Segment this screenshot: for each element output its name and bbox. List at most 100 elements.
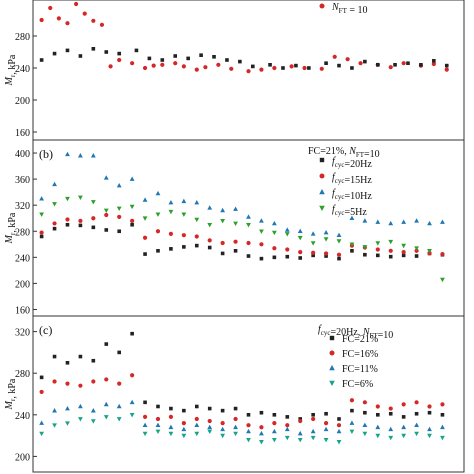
series-4 [39,413,445,445]
data-point [142,65,148,71]
data-point [156,404,160,409]
data-point [78,383,83,388]
data-point [103,401,109,407]
data-point [440,219,445,224]
data-point [52,354,57,359]
legend-marker [319,157,325,163]
legend-label: fcyc=15Hz [332,172,372,186]
data-point [155,212,161,217]
data-point [271,220,277,226]
data-point [155,190,161,196]
series-2 [39,373,445,430]
data-point [375,404,380,409]
data-point [246,240,251,246]
data-point [130,61,135,66]
data-point [324,254,328,258]
y-tick-label: 400 [15,149,30,160]
data-point [284,227,290,232]
data-point [388,435,394,441]
data-point [284,232,290,237]
data-point [104,50,109,54]
data-point [323,437,329,443]
data-point [48,5,53,11]
data-point [233,406,238,411]
data-point [143,400,147,405]
data-point [104,377,109,382]
data-point [181,64,186,69]
data-point [401,253,406,258]
legend-marker [319,3,325,9]
data-point [246,437,251,443]
data-point [91,358,96,363]
data-point [142,422,148,427]
data-point [181,212,187,217]
y-tick-label: 240 [15,411,30,422]
data-point [281,66,285,70]
data-point [349,215,355,221]
y-tick-label: 200 [15,452,30,463]
data-point [427,251,432,256]
data-point [302,65,307,71]
data-point [336,440,342,445]
data-point [194,404,199,409]
data-point [233,206,238,211]
data-point [194,199,200,205]
data-point [323,426,329,432]
data-point [129,176,135,181]
data-point [362,218,368,223]
plot-frame [32,139,465,317]
data-point [168,431,174,437]
series-1 [39,1,449,74]
data-point [271,230,277,236]
data-point [220,251,225,256]
data-point [117,51,121,56]
data-point [90,153,96,158]
data-point [401,424,407,430]
data-point [440,402,445,407]
data-point [337,256,341,261]
y-tick-label: 240 [15,253,30,264]
data-point [323,251,329,256]
y-axis-label: Mr, kPa [4,378,18,410]
y-tick-label: 200 [15,96,30,107]
data-point [440,413,445,417]
data-point [173,61,178,66]
plot-frame [32,315,465,473]
data-point [311,413,315,417]
data-point [310,231,316,236]
data-point [182,408,186,413]
data-point [220,240,225,246]
data-point [388,239,394,245]
data-point [271,437,277,443]
data-point [173,54,178,58]
data-point [310,428,316,434]
data-point [376,253,380,258]
data-point [104,228,109,232]
data-point [427,426,432,432]
data-point [268,63,272,67]
data-point [91,47,96,51]
panel-label: (c) [39,323,52,337]
data-point [414,218,419,223]
data-point [186,56,190,61]
data-point [259,67,264,72]
y-tick-label: 360 [15,175,30,186]
data-point [151,63,156,68]
data-point [117,229,121,234]
data-point [52,181,57,187]
data-point [414,254,419,258]
data-point [414,246,419,251]
data-point [363,252,367,257]
data-point [142,216,148,221]
data-point [39,212,45,217]
data-point [52,226,57,231]
data-point [284,435,290,441]
data-point [39,375,44,380]
data-point [207,429,213,435]
data-point [350,249,354,253]
data-point [194,243,199,248]
data-point [375,219,381,224]
data-point [52,202,57,207]
data-point [194,431,200,437]
data-point [203,65,208,70]
